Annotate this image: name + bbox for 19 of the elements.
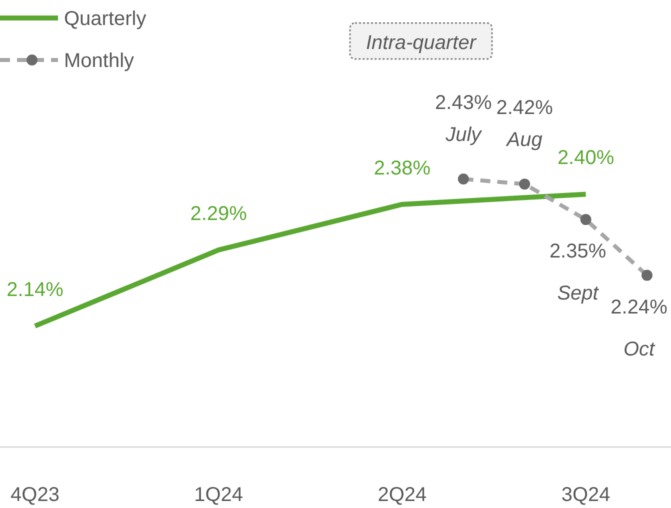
data-label: 2.43% xyxy=(435,92,492,114)
x-tick-label: 1Q24 xyxy=(194,484,244,506)
x-tick-label: 4Q23 xyxy=(10,484,60,506)
data-label: 2.14% xyxy=(6,279,64,301)
data-label: 2.38% xyxy=(374,157,431,180)
data-label: 2.42% xyxy=(496,97,554,120)
text: Aug xyxy=(506,129,542,152)
data-label: 2.40% xyxy=(557,147,614,170)
data-label: 2.24% xyxy=(610,296,668,318)
annotation: Sept xyxy=(557,282,600,305)
x-tick-label: 2Q24 xyxy=(378,484,427,506)
data-label: 2.35% xyxy=(549,240,606,263)
legend-label: Monthly xyxy=(64,50,134,72)
text: Oct xyxy=(623,338,656,360)
x-tick-label: 3Q24 xyxy=(561,484,610,506)
text: July xyxy=(444,124,482,146)
legend-label: Quarterly xyxy=(64,8,146,30)
data-label: 2.29% xyxy=(190,202,248,225)
text: Intra-quarter xyxy=(366,32,478,54)
